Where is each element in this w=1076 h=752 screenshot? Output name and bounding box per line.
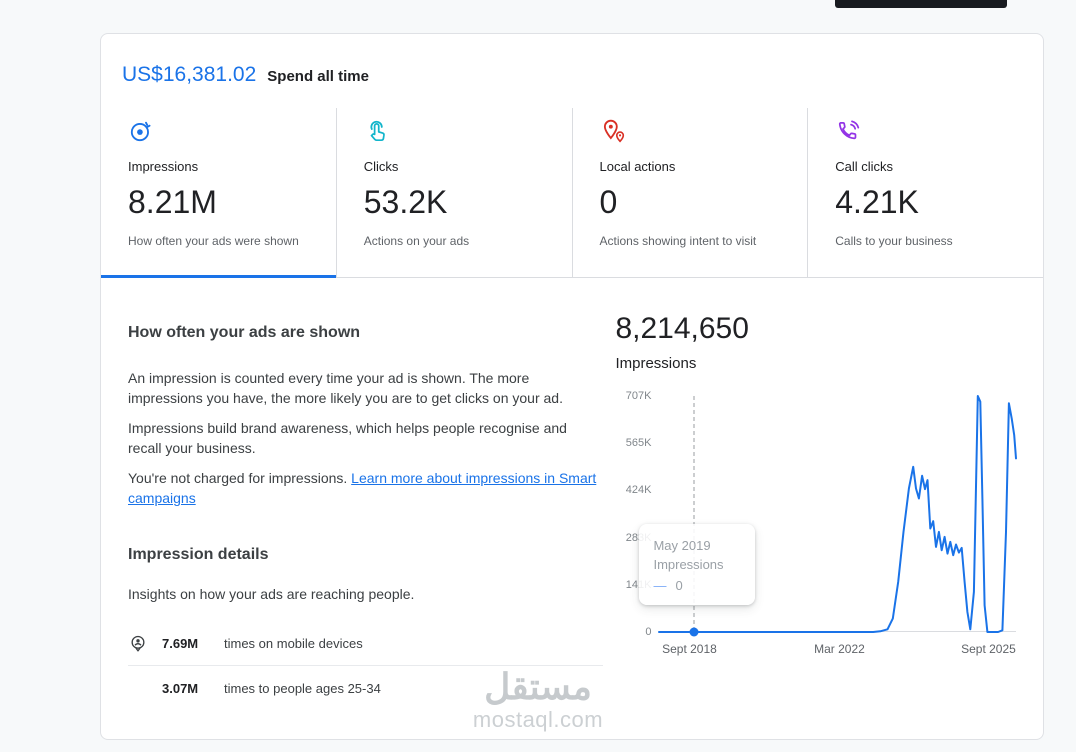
metric-description: How often your ads were shown: [128, 234, 299, 248]
impressions-paragraph-2: Impressions build brand awareness, which…: [128, 420, 567, 456]
map-pin-icon: [600, 118, 794, 146]
hover-marker-dot: [689, 627, 699, 637]
active-tab-indicator: [101, 275, 336, 278]
phone-call-icon: [835, 118, 1029, 146]
metric-value: 8.21M: [128, 184, 217, 220]
breakdown-row-ages: 3.07M times to people ages 25-34: [128, 666, 603, 710]
metric-value: 4.21K: [835, 184, 919, 220]
breakdown-row-mobile: 7.69M times on mobile devices: [128, 622, 604, 666]
tooltip-date: May 2019: [653, 538, 711, 553]
tooltip-value: 0: [675, 578, 683, 593]
spend-label: Spend all time: [267, 68, 369, 85]
tap-click-icon: [364, 118, 558, 146]
tooltip-value-row: —0: [653, 578, 741, 593]
tab-clicks[interactable]: Clicks 53.2K Actions on your ads: [335, 108, 572, 277]
x-axis-tick: Sept 2025: [961, 642, 1016, 656]
impressions-chart-column: 8,214,650 Impressions 707K 565K 424K 283…: [615, 278, 1019, 710]
impression-breakdown-list: 7.69M times on mobile devices 3.07M time…: [128, 622, 604, 710]
tooltip-series: Impressions: [653, 557, 724, 572]
metric-description: Actions showing intent to visit: [599, 234, 757, 248]
person-badge-icon: [128, 634, 162, 654]
spend-amount: US$16,381.02: [122, 63, 257, 86]
section-heading: How often your ads are shown: [128, 324, 361, 341]
tab-call-clicks[interactable]: Call clicks 4.21K Calls to your business: [807, 108, 1043, 277]
impressions-chart[interactable]: 707K 565K 424K 283K 141K 0 Sept 2018 Mar…: [615, 390, 1019, 666]
impressions-total: 8,214,650: [615, 312, 749, 345]
impressions-eye-icon: [128, 118, 322, 146]
impressions-total-label: Impressions: [615, 355, 697, 372]
impressions-paragraph-3: You're not charged for impressions. Lear…: [128, 468, 602, 508]
learn-more-link[interactable]: Learn more about impressions in Smart ca…: [128, 470, 597, 506]
y-axis-tick: 565K: [625, 437, 652, 449]
metric-value: 53.2K: [363, 184, 448, 220]
metric-label: Clicks: [363, 159, 399, 174]
breakdown-value: 3.07M: [162, 680, 199, 696]
impression-details-description: Insights on how your ads are reaching pe…: [128, 586, 415, 602]
breakdown-label: times on mobile devices: [224, 636, 363, 651]
metric-label: Local actions: [599, 159, 676, 174]
chart-tooltip: May 2019 Impressions —0: [639, 524, 756, 605]
tab-impressions[interactable]: Impressions 8.21M How often your ads wer…: [101, 108, 336, 278]
impressions-text-column: How often your ads are shown An impressi…: [128, 278, 604, 710]
impressions-trend-line: [658, 395, 1018, 633]
metric-description: Calls to your business: [835, 234, 953, 248]
performance-card: US$16,381.02 Spend all time Impressions …: [100, 33, 1044, 740]
browser-chrome-fragment: [835, 0, 1007, 8]
y-axis-tick: 424K: [625, 484, 652, 496]
y-axis-tick: 0: [645, 626, 652, 638]
impressions-detail-section: How often your ads are shown An impressi…: [101, 278, 1043, 710]
breakdown-label: times to people ages 25-34: [224, 680, 381, 696]
not-charged-text: You're not charged for impressions.: [128, 470, 352, 486]
metrics-tabs: Impressions 8.21M How often your ads wer…: [101, 108, 1043, 278]
metric-value: 0: [599, 184, 618, 220]
y-axis-tick: 707K: [625, 390, 652, 402]
x-axis-tick: Mar 2022: [814, 642, 865, 656]
tooltip-series-dash: —: [653, 578, 667, 593]
x-axis-tick: Sept 2018: [662, 642, 717, 656]
breakdown-value: 7.69M: [162, 636, 199, 651]
spend-header: US$16,381.02 Spend all time: [101, 34, 1043, 87]
metric-label: Impressions: [128, 159, 199, 174]
impressions-paragraph-1: An impression is counted every time your…: [128, 370, 563, 406]
metric-description: Actions on your ads: [363, 234, 470, 248]
tab-local-actions[interactable]: Local actions 0 Actions showing intent t…: [571, 108, 808, 277]
impression-details-heading: Impression details: [128, 546, 269, 563]
metric-label: Call clicks: [835, 159, 894, 174]
